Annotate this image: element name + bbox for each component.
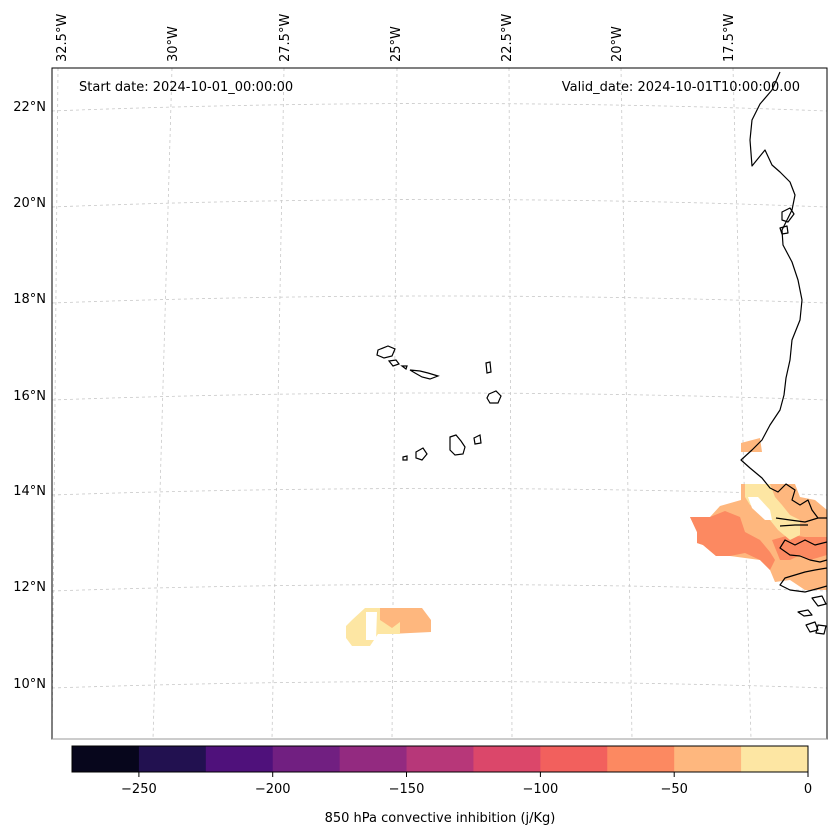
lon-label-30w: 30°W [166,26,181,62]
lat-label-14n: 14°N [13,484,46,499]
map-frame [51,67,828,740]
colorbar: −250 −200 −150 −100 −50 0 850 hPa convec… [71,745,812,826]
colorbar-swatch [607,746,675,772]
lat-label-20n: 20°N [13,196,46,211]
colorbar-swatch [339,746,408,772]
lat-label-18n: 18°N [13,292,46,307]
lat-label-16n: 16°N [13,389,46,404]
colorbar-swatches [72,746,809,772]
lon-label-20w: 20°W [610,26,625,62]
colorbar-swatch [406,746,474,772]
graticule [52,68,827,739]
lon-label-32.5w: 32.5°W [55,14,70,62]
coastline-guinea [779,567,827,593]
colorbar-title: 850 hPa convective inhibition (j/Kg) [325,811,556,826]
island-fogo [415,447,428,461]
lat-label-22n: 22°N [13,100,46,115]
colorbar-swatch [205,746,274,772]
colorbar-swatch [272,746,341,772]
colorbar-swatch [540,746,608,772]
cape-verde-islands [376,345,502,461]
colorbar-swatch [473,746,541,772]
colorbar-swatch [138,746,207,772]
colorbar-tick-label: 0 [804,782,812,797]
cin-field-coast [690,438,827,590]
colorbar-tick-label: −200 [255,782,291,797]
lat-label-12n: 12°N [13,580,46,595]
colorbar-frame [71,745,809,773]
colorbar-tick-label: −250 [121,782,157,797]
island-santiago [449,434,466,456]
cin-patch-orange [690,511,775,570]
lon-label-27.5w: 27.5°W [278,14,293,62]
map-area: Start date: 2024-10-01_00:00:00 Valid_da… [51,67,828,740]
valid-date-label: Valid_date: 2024-10-01T10:00:00.00 [562,80,800,95]
longitude-labels: 32.5°W 30°W 27.5°W 25°W 22.5°W 20°W 17.5… [55,14,737,62]
island-santo-antao [376,345,396,359]
coastline-mauritania-senegal [740,71,827,519]
colorbar-tick-label: −150 [389,782,425,797]
island-santa-luzia [400,365,408,370]
coastline [740,71,827,635]
island-boa-vista [486,390,502,404]
lon-label-25w: 25°W [389,26,404,62]
colorbar-swatch [72,746,140,772]
island-brava [402,455,408,461]
lat-label-10n: 10°N [13,677,46,692]
island-maio [473,434,482,445]
coastline-archipelago [797,595,827,635]
colorbar-swatch [674,746,742,772]
start-date-label: Start date: 2024-10-01_00:00:00 [79,80,293,95]
cin-patch-orange-2 [772,535,827,560]
coastline-guinea-bissau [779,539,827,563]
island-sal [485,361,492,374]
cin-patch-white [748,497,772,520]
island-sao-nicolau [409,369,440,380]
lon-label-17.5w: 17.5°W [722,14,737,62]
cin-patch-light [741,438,762,452]
lon-label-22.5w: 22.5°W [500,14,515,62]
colorbar-tick-label: −50 [660,782,687,797]
latitude-labels: 22°N 20°N 18°N 16°N 14°N 12°N 10°N [13,100,46,692]
colorbar-swatch [741,746,809,772]
coastline-banc-arguin [779,207,795,235]
colorbar-tick-label: −100 [523,782,559,797]
colorbar-ticks: −250 −200 −150 −100 −50 0 [121,772,812,797]
coastline-gambia [775,517,819,527]
island-sao-vicente [387,359,400,367]
cin-patch-medium [690,484,827,590]
cin-ocean-white [366,612,377,640]
cin-field-ocean [346,608,431,646]
